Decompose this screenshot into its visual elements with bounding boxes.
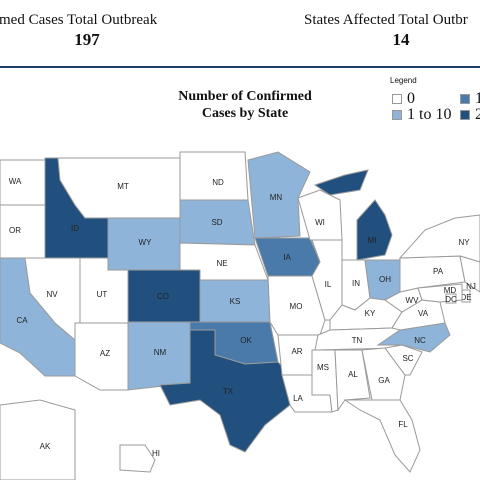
state-wa[interactable]: WA — [0, 159, 46, 206]
state-ks[interactable]: KS — [199, 279, 271, 323]
state-nd[interactable]: ND — [179, 151, 249, 201]
legend-swatch-3 — [460, 110, 470, 120]
state-label-ok: OK — [240, 336, 252, 345]
legend-title: Legend — [390, 76, 417, 85]
state-al[interactable]: AL — [334, 349, 371, 412]
map-title: Number of Confirmed Cases by State — [140, 88, 350, 122]
legend-swatch-2 — [460, 94, 470, 104]
state-label-va: VA — [418, 309, 429, 318]
state-oh[interactable]: OH — [364, 259, 401, 301]
state-ny[interactable]: NY — [398, 214, 480, 263]
state-wi[interactable]: WI — [297, 189, 343, 241]
state-label-az: AZ — [100, 349, 110, 358]
legend-item-1: 1 to 10 — [392, 106, 451, 124]
confirmed-cases-value: 197 — [74, 30, 100, 49]
state-mi[interactable]: MI — [313, 169, 393, 261]
state-label-ar: AR — [291, 347, 302, 356]
map-title-line-1: Number of Confirmed — [178, 89, 312, 104]
state-label-ks: KS — [230, 297, 241, 306]
legend-item-3: 20 — [460, 106, 480, 124]
state-label-nc: NC — [414, 336, 426, 345]
state-az[interactable]: AZ — [74, 322, 129, 391]
state-il[interactable]: IL — [311, 239, 343, 321]
state-label-ny: NY — [458, 238, 470, 247]
state-label-mo: MO — [290, 302, 303, 311]
state-label-wy: WY — [139, 238, 153, 247]
state-label-mi: MI — [368, 236, 377, 245]
state-wy[interactable]: WY — [107, 217, 181, 271]
header-divider — [0, 66, 480, 68]
state-label-id: ID — [71, 224, 79, 233]
state-label-co: CO — [157, 292, 169, 301]
state-label-ca: CA — [16, 316, 28, 325]
state-sd[interactable]: SD — [179, 199, 256, 246]
state-label-nj: NJ — [466, 282, 476, 291]
state-label-tn: TN — [352, 336, 363, 345]
state-label-in: IN — [352, 279, 360, 288]
state-label-ne: NE — [216, 259, 227, 268]
state-ak[interactable]: AK — [0, 399, 76, 480]
state-tx[interactable]: TX — [159, 329, 291, 453]
state-label-de: DE — [460, 293, 471, 302]
state-label-hi: HI — [152, 449, 160, 458]
state-label-il: IL — [325, 280, 332, 289]
legend-label-0: 0 — [407, 90, 415, 107]
map-title-line-2: Cases by State — [201, 106, 289, 121]
state-nm[interactable]: NM — [127, 321, 191, 391]
map-legend: Legend — [390, 76, 480, 89]
state-label-ia: IA — [283, 253, 291, 262]
state-label-ut: UT — [97, 290, 108, 299]
state-label-tx: TX — [223, 387, 234, 396]
legend-item-2: 11 — [460, 90, 480, 108]
legend-label-1: 1 to 10 — [407, 106, 452, 123]
confirmed-cases-stat: rmed Cases Total Outbreak 197 — [0, 12, 180, 50]
state-label-sd: SD — [211, 218, 222, 227]
states-affected-label: States Affected Total Outbr — [304, 12, 468, 28]
state-label-dc: DC — [445, 295, 457, 304]
state-mn[interactable]: MN — [247, 151, 311, 239]
state-label-or: OR — [9, 226, 21, 235]
states-affected-stat: States Affected Total Outbr 14 — [304, 12, 480, 50]
legend-swatch-1 — [392, 110, 402, 120]
state-dc[interactable]: DC — [445, 293, 457, 304]
state-label-md: MD — [444, 286, 457, 295]
state-label-ky: KY — [365, 309, 376, 318]
state-label-ga: GA — [378, 376, 390, 385]
state-label-nd: ND — [212, 178, 224, 187]
state-co[interactable]: CO — [127, 269, 201, 323]
legend-swatch-0 — [392, 94, 402, 104]
state-label-oh: OH — [379, 275, 391, 284]
states-affected-value: 14 — [392, 30, 410, 49]
state-label-al: AL — [348, 370, 358, 379]
state-label-nm: NM — [154, 348, 167, 357]
state-nj[interactable]: NJ — [459, 255, 480, 293]
state-label-wv: WV — [406, 296, 420, 305]
state-label-sc: SC — [402, 354, 413, 363]
state-label-wi: WI — [315, 218, 325, 227]
state-label-mt: MT — [117, 182, 129, 191]
state-label-ms: MS — [317, 363, 329, 372]
state-label-ak: AK — [40, 442, 51, 451]
state-or[interactable]: OR — [0, 204, 46, 259]
summary-stats: rmed Cases Total Outbreak 197 States Aff… — [0, 0, 480, 66]
state-hi[interactable]: HI — [119, 444, 160, 473]
legend-label-3: 20 — [475, 106, 480, 123]
state-label-nv: NV — [46, 290, 58, 299]
state-label-pa: PA — [433, 267, 444, 276]
confirmed-cases-label: rmed Cases Total Outbreak — [0, 12, 158, 28]
state-fl[interactable]: FL — [343, 399, 421, 473]
legend-label-2: 11 — [475, 90, 480, 107]
state-label-fl: FL — [398, 420, 408, 429]
state-label-la: LA — [293, 394, 303, 403]
legend-item-0: 0 — [392, 90, 415, 108]
state-label-mn: MN — [270, 193, 283, 202]
state-label-wa: WA — [9, 177, 22, 186]
